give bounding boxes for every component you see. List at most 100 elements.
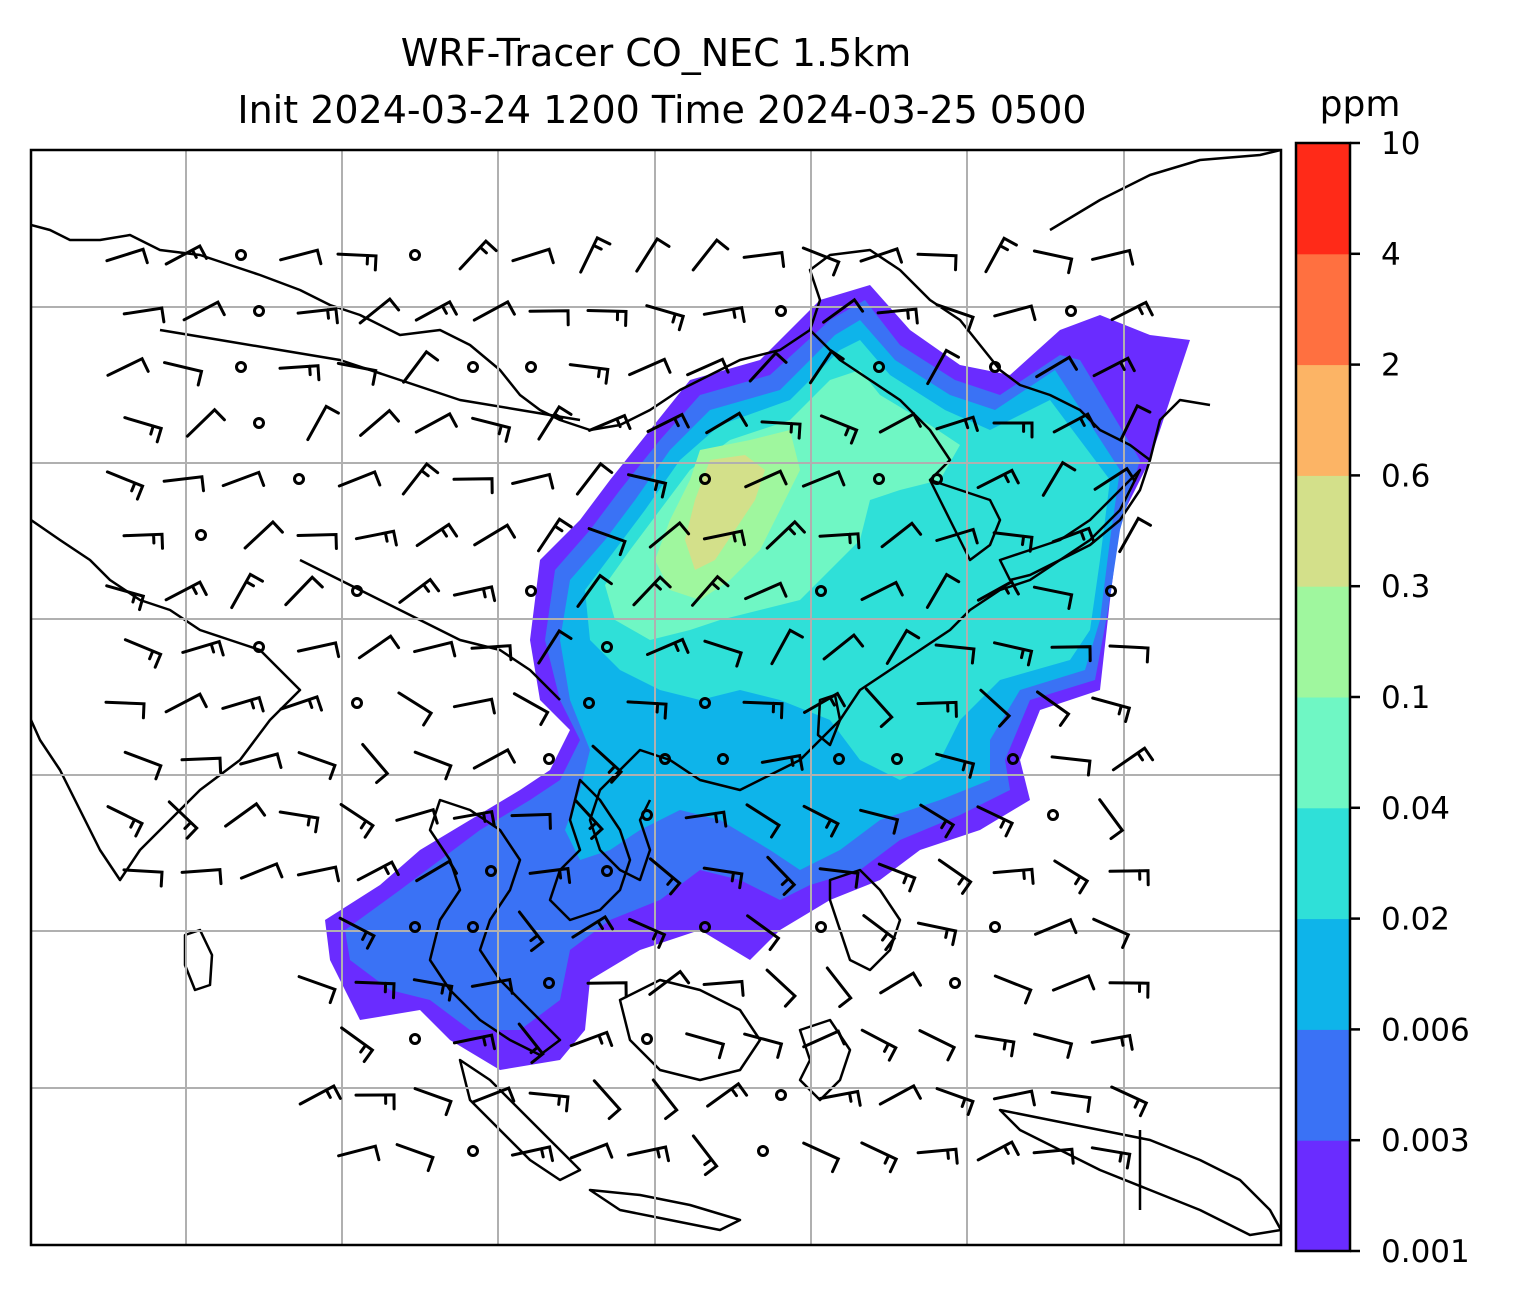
wind-barb: [651, 1078, 679, 1121]
calm-wind-marker: [833, 753, 845, 765]
colorbar-tick-label: 0.003: [1381, 1123, 1470, 1159]
wind-barb: [339, 803, 375, 839]
colorbar-tick-label: 2: [1381, 348, 1401, 384]
colorbar-tick-label: 0.6: [1381, 458, 1430, 494]
wind-barb: [512, 692, 550, 726]
wind-barb: [587, 527, 627, 557]
map-panel: [31, 150, 1281, 1245]
wind-barb: [105, 247, 149, 265]
wind-barb: [239, 752, 283, 769]
calm-wind-marker: [253, 305, 265, 317]
wind-barb: [337, 470, 382, 488]
wind-barb: [413, 640, 457, 658]
wind-barb: [879, 971, 922, 995]
wind-barb: [106, 356, 150, 377]
wind-barb: [916, 700, 958, 718]
wind-barb: [164, 243, 208, 266]
wind-barb: [528, 866, 572, 884]
wind-barb: [1092, 356, 1136, 378]
coastline-asia-north: [31, 223, 1211, 462]
calm-wind-marker: [293, 473, 305, 485]
wind-barb: [935, 527, 979, 545]
wind-barb: [1092, 917, 1131, 949]
wind-barb: [1108, 869, 1150, 887]
wind-barb: [182, 300, 226, 322]
wind-barb: [452, 477, 494, 495]
wind-barb: [702, 866, 744, 890]
wind-barb: [862, 914, 897, 952]
wind-barb: [1033, 1032, 1074, 1059]
wind-barb: [336, 252, 378, 272]
calm-wind-marker: [601, 865, 613, 877]
wind-barb: [760, 420, 802, 440]
wind-barb: [579, 235, 612, 274]
wind-barb: [742, 700, 784, 720]
wind-barb: [586, 981, 628, 999]
wind-barb: [919, 803, 956, 839]
wind-barb: [354, 1093, 396, 1111]
wind-barb: [974, 1034, 1016, 1058]
wind-barb: [1090, 1033, 1134, 1051]
calm-wind-marker: [525, 585, 537, 597]
calm-wind-marker: [543, 753, 555, 765]
wind-barb: [802, 804, 840, 838]
wind-barb: [569, 1030, 614, 1048]
wind-barb: [415, 522, 459, 547]
wind-barb: [748, 350, 788, 383]
coastline-kamchatka: [1049, 150, 1281, 232]
wind-barb: [1051, 973, 1096, 992]
colorbar-segment: [1296, 143, 1350, 255]
wind-barb: [976, 579, 1020, 602]
wind-barb: [916, 921, 958, 947]
calm-wind-marker: [1007, 753, 1019, 765]
wind-barb: [1118, 516, 1152, 554]
wind-barb: [164, 692, 208, 714]
colorbar-tick-label: 0.02: [1381, 902, 1450, 938]
calm-wind-marker: [1065, 305, 1077, 317]
wind-barb: [992, 867, 1035, 885]
colorbar-tick-label: 4: [1381, 237, 1401, 273]
wind-barb: [1110, 1085, 1149, 1118]
wind-barb: [413, 1087, 453, 1117]
wind-barb: [935, 752, 976, 779]
wind-barb: [744, 581, 788, 601]
wind-barb: [626, 700, 668, 720]
calm-wind-marker: [699, 921, 711, 933]
wind-barb: [185, 407, 226, 438]
wind-barb: [571, 914, 614, 939]
wind-barb: [575, 461, 614, 496]
wind-barb: [686, 357, 730, 377]
wind-barb: [239, 861, 284, 880]
wind-barb: [808, 349, 845, 385]
wind-barb: [822, 632, 865, 661]
wind-barb: [123, 750, 163, 781]
wind-barb: [628, 357, 672, 377]
calm-wind-marker: [699, 473, 711, 485]
calm-wind-marker: [949, 977, 961, 989]
wind-barb: [1052, 412, 1096, 434]
calm-wind-marker: [253, 641, 265, 653]
colorbar-segment: [1296, 364, 1350, 476]
wind-barb: [123, 416, 164, 444]
calm-wind-marker: [525, 361, 537, 373]
wind-barb: [632, 575, 672, 607]
colorbar-tick-label: 0.04: [1381, 791, 1450, 827]
wind-barb: [511, 472, 555, 490]
calm-wind-marker: [815, 585, 827, 597]
wind-barb: [279, 248, 323, 266]
wind-barb: [357, 634, 401, 660]
wind-barb: [825, 966, 853, 1009]
wind-barb: [180, 756, 223, 774]
colorbar-segment: [1296, 1140, 1350, 1252]
wind-barb: [765, 519, 806, 550]
wind-barb: [167, 800, 199, 840]
wind-barb: [992, 421, 1034, 439]
wind-barb: [243, 519, 284, 550]
wind-barb: [1090, 1146, 1132, 1170]
wind-barb: [691, 237, 730, 272]
wind-barb: [104, 700, 146, 720]
wind-barb: [860, 580, 904, 601]
wind-barb: [878, 411, 922, 434]
wind-barb: [916, 252, 958, 272]
wind-barb: [106, 805, 145, 838]
